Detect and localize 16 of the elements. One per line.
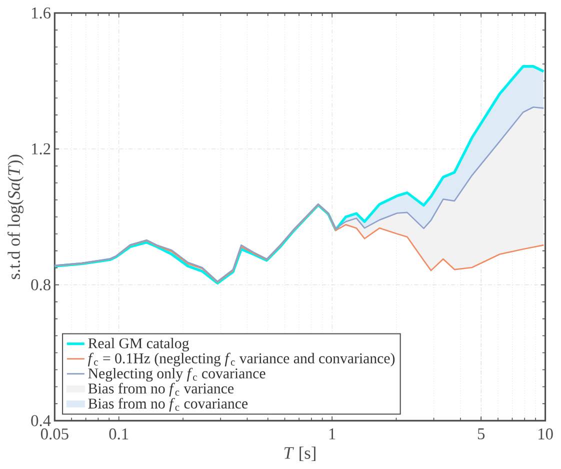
y-tick-label: 0.8 — [31, 280, 50, 291]
y-tick-label: 1.2 — [32, 144, 50, 155]
x-axis-title: T [s] — [284, 446, 316, 462]
x-tick-label: 5 — [478, 428, 485, 440]
x-tick-label: 0.05 — [40, 428, 68, 440]
x-tick-label: 0.1 — [109, 428, 128, 440]
legend-label: Neglecting only f$_{c}$ covariance — [88, 368, 266, 382]
legend-label: Bias from no f$_{c}$ covariance — [88, 398, 248, 412]
legend-label: f$_{c}$ = 0.1Hz (neglecting f$_{c}$ variance and convariance) — [88, 353, 395, 367]
legend-label: Bias from no f$_{c}$ variance — [88, 383, 234, 397]
legend-label: Real GM catalog — [88, 338, 189, 352]
x-tick-label: 1 — [329, 428, 336, 440]
y-tick-label: 1.6 — [32, 8, 51, 19]
y-axis-title: s.t.d of log(Sa(T)) — [8, 154, 24, 280]
x-tick-label: 10 — [538, 428, 553, 440]
y-tick-label: 0.4 — [31, 415, 51, 427]
